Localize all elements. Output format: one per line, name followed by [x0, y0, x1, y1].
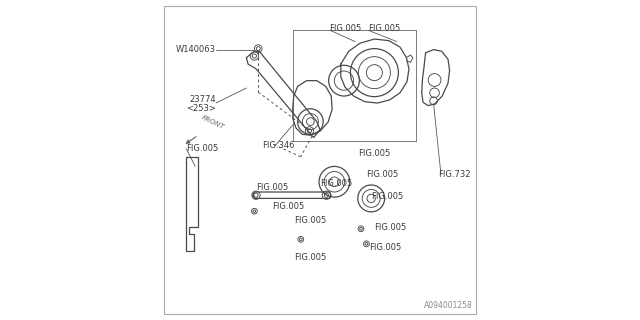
Text: FIG.005: FIG.005 [374, 223, 406, 232]
Text: FIG.005: FIG.005 [186, 144, 218, 153]
Text: FIG.346: FIG.346 [262, 141, 294, 150]
Text: FIG.005: FIG.005 [256, 183, 288, 192]
Text: <253>: <253> [186, 104, 216, 113]
Text: FIG.005: FIG.005 [330, 24, 362, 33]
Text: FIG.005: FIG.005 [368, 24, 400, 33]
Text: FIG.005: FIG.005 [272, 202, 304, 211]
Text: 23774: 23774 [189, 95, 216, 104]
Text: FIG.005: FIG.005 [366, 170, 399, 179]
Text: FIG.005: FIG.005 [294, 253, 326, 262]
Text: FIG.005: FIG.005 [320, 180, 352, 188]
Text: FIG.005: FIG.005 [370, 244, 402, 252]
Text: FIG.732: FIG.732 [438, 170, 471, 179]
Text: FRONT: FRONT [201, 114, 225, 130]
Text: W140063: W140063 [176, 45, 216, 54]
Text: FIG.005: FIG.005 [294, 216, 326, 225]
Text: FIG.005: FIG.005 [371, 192, 403, 201]
Text: FIG.005: FIG.005 [358, 149, 390, 158]
Text: A094001258: A094001258 [424, 301, 473, 310]
